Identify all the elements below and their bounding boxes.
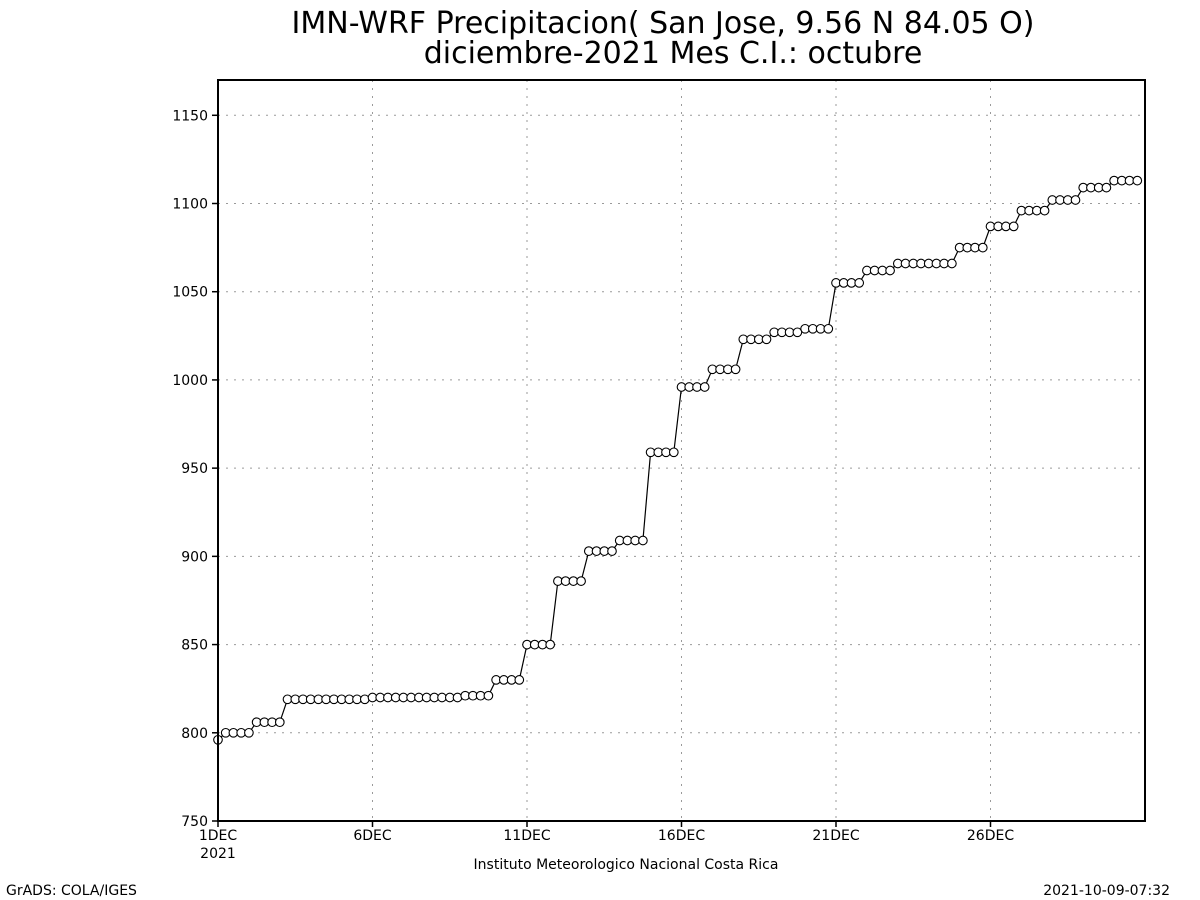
x-tick-label: 21DEC	[812, 828, 859, 844]
y-tick-label: 900	[181, 549, 208, 565]
data-point	[1070, 195, 1081, 205]
y-tick-label: 950	[181, 461, 208, 477]
data-point	[730, 364, 741, 375]
x-tick-label: 1DEC	[199, 828, 238, 844]
y-axis-ticks: 750 800 850 900 950 1000 1050 1100 1150	[172, 108, 218, 830]
data-point	[1039, 205, 1050, 216]
data-point	[947, 258, 957, 269]
x-tick-year-label: 2021	[200, 846, 236, 862]
data-point	[274, 717, 285, 728]
data-point	[1008, 221, 1019, 232]
data-point	[977, 242, 988, 253]
data-point	[483, 690, 494, 701]
y-tick-label: 1000	[172, 373, 208, 389]
y-tick-label: 750	[181, 814, 208, 830]
x-tick-label: 16DEC	[658, 828, 705, 844]
data-point	[761, 334, 772, 345]
x-tick-label: 6DEC	[353, 828, 392, 844]
data-point	[668, 447, 679, 458]
plot-frame	[217, 79, 1146, 822]
data-point	[792, 327, 803, 338]
data-point	[1132, 175, 1143, 186]
data-point	[823, 323, 834, 334]
data-points	[213, 175, 1143, 745]
data-point	[885, 265, 895, 276]
x-tick-label: 11DEC	[503, 828, 550, 844]
y-tick-label: 800	[181, 726, 208, 742]
x-tick-label: 26DEC	[967, 828, 1014, 844]
data-point	[244, 727, 254, 738]
footer-timestamp: 2021-10-09-07:32	[1043, 883, 1170, 899]
gridlines	[218, 80, 1145, 821]
data-point	[699, 382, 710, 392]
data-point	[1101, 182, 1112, 193]
y-tick-label: 1150	[172, 108, 208, 124]
data-point	[638, 535, 648, 546]
x-axis-ticks: 1DEC 2021 6DEC 11DEC 16DEC 21DEC 26DEC	[199, 821, 1014, 862]
footer-software-credit: GrADS: COLA/IGES	[6, 883, 137, 899]
y-tick-label: 1050	[172, 285, 208, 301]
series-line-layer	[217, 180, 1138, 741]
x-axis-label: Instituto Meteorologico Nacional Costa R…	[474, 857, 779, 873]
y-tick-label: 850	[181, 638, 208, 654]
precipitation-series-line	[217, 180, 1138, 741]
chart-title: IMN-WRF Precipitacion( San Jose, 9.56 N …	[292, 6, 1035, 41]
y-tick-label: 1100	[172, 197, 208, 213]
data-point	[854, 278, 865, 288]
data-point	[576, 576, 586, 586]
data-point	[514, 675, 525, 685]
chart-subtitle: diciembre-2021 Mes C.I.: octubre	[424, 36, 923, 71]
data-point	[607, 546, 617, 556]
data-point	[545, 639, 556, 650]
